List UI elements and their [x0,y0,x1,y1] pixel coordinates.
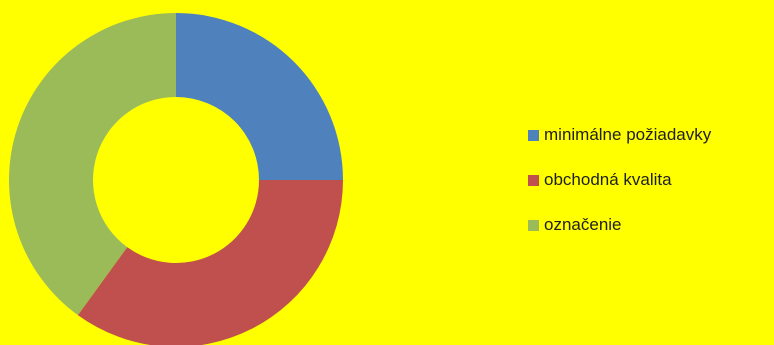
legend-label: minimálne požiadavky [544,125,712,144]
legend-item-obchodna-kvalita: obchodná kvalita [528,169,774,191]
legend-label: obchodná kvalita [544,170,672,189]
donut-slice-2 [77,180,343,345]
legend-label: označenie [544,215,622,234]
donut-slice-3 [9,13,176,316]
legend-swatch [528,219,539,231]
donut-slice-1 [176,13,343,180]
legend-swatch [528,129,539,141]
legend-item-oznacenie: označenie [528,214,774,236]
donut-chart [9,13,343,345]
legend-item-minimalne-poziadavky: minimálne požiadavky [528,124,774,146]
legend-swatch [528,174,539,186]
legend: minimálne požiadavky obchodná kvalita oz… [528,124,774,259]
